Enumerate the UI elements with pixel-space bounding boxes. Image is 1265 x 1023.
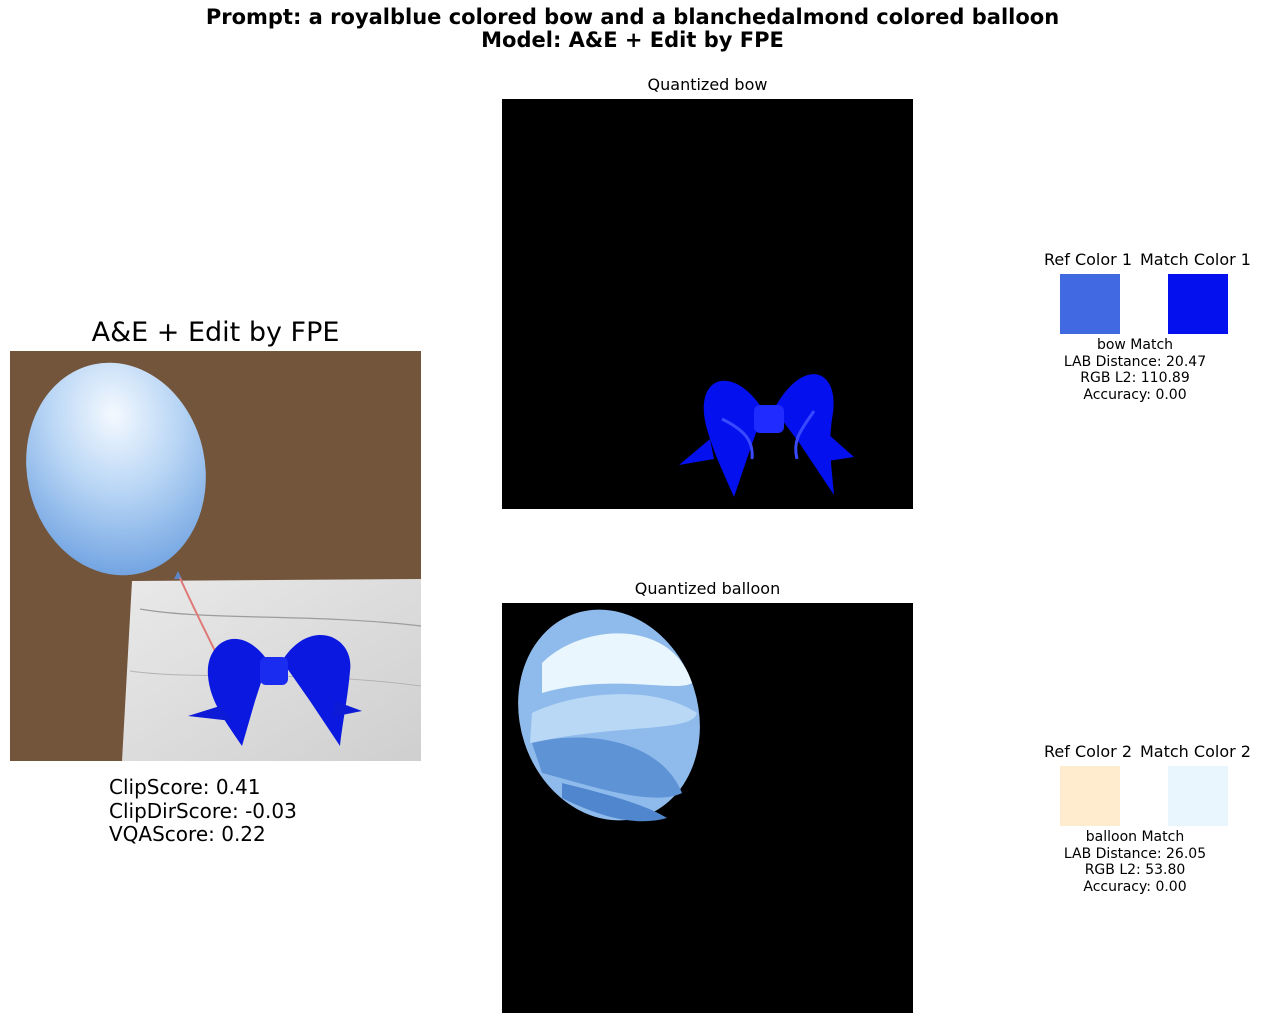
score-list: ClipScore: 0.41 ClipDirScore: -0.03 VQAS… bbox=[109, 775, 297, 847]
vqa-score: VQAScore: 0.22 bbox=[109, 822, 266, 846]
clip-dir-score: ClipDirScore: -0.03 bbox=[109, 798, 297, 823]
figure-title: Prompt: a royalblue colored bow and a bl… bbox=[0, 6, 1265, 52]
quantized-balloon-image bbox=[502, 603, 913, 1013]
quantized-bow-title: Quantized bow bbox=[647, 75, 768, 94]
caption-line: RGB L2: 53.80 bbox=[1084, 862, 1186, 878]
prompt-line: Prompt: a royalblue colored bow and a bl… bbox=[205, 5, 1060, 29]
quantized-balloon-title: Quantized balloon bbox=[634, 579, 781, 598]
quantized-bow-drawing bbox=[502, 99, 913, 509]
match-color-1-swatch bbox=[1168, 274, 1228, 334]
caption-line: LAB Distance: 20.47 bbox=[1063, 353, 1207, 370]
match-color-2-swatch bbox=[1168, 766, 1228, 826]
caption-line: LAB Distance: 26.05 bbox=[1063, 845, 1207, 862]
main-image-title: A&E + Edit by FPE bbox=[91, 317, 340, 348]
generated-image-drawing bbox=[10, 351, 421, 761]
quantized-balloon-drawing bbox=[502, 603, 913, 1013]
match-color-1-title: Match Color 1 bbox=[1140, 250, 1251, 269]
ref-color-1-title: Ref Color 1 bbox=[1044, 250, 1132, 269]
quantized-bow-image bbox=[502, 99, 913, 509]
balloon-match-caption: balloon Match LAB Distance: 26.05 RGB L2… bbox=[1035, 829, 1235, 895]
caption-line: RGB L2: 110.89 bbox=[1080, 370, 1190, 386]
caption-line: bow Match bbox=[1096, 337, 1174, 353]
caption-line: Accuracy: 0.00 bbox=[1083, 386, 1187, 403]
model-line: Model: A&E + Edit by FPE bbox=[481, 28, 784, 52]
match-color-2-title: Match Color 2 bbox=[1140, 742, 1251, 761]
ref-color-2-swatch bbox=[1060, 766, 1120, 826]
ref-color-1-swatch bbox=[1060, 274, 1120, 334]
generated-image bbox=[10, 351, 421, 761]
bow-match-caption: bow Match LAB Distance: 20.47 RGB L2: 11… bbox=[1035, 337, 1235, 403]
ref-color-2-title: Ref Color 2 bbox=[1044, 742, 1132, 761]
clip-score: ClipScore: 0.41 bbox=[109, 775, 261, 799]
caption-line: balloon Match bbox=[1085, 829, 1185, 845]
caption-line: Accuracy: 0.00 bbox=[1083, 878, 1187, 895]
